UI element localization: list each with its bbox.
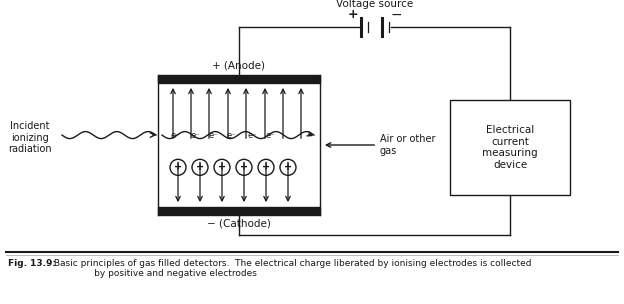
Text: +: + [196, 162, 204, 172]
Text: e⁻: e⁻ [208, 131, 218, 140]
Text: −: − [391, 8, 402, 22]
Text: +: + [347, 9, 358, 22]
Text: e⁻: e⁻ [247, 131, 257, 140]
Text: + (Anode): + (Anode) [213, 61, 265, 71]
Bar [450, 100, 570, 195]
Text: − (Cathode): − (Cathode) [207, 219, 271, 229]
Text: Incident
ionizing
radiation: Incident ionizing radiation [8, 121, 52, 154]
Text: Air or other
gas: Air or other gas [326, 134, 436, 156]
Text: e⁻: e⁻ [265, 131, 275, 140]
Text: e⁻: e⁻ [226, 131, 236, 140]
Text: Fig. 13.9:: Fig. 13.9: [8, 259, 56, 268]
Text: Basic principles of gas filled detectors.  The electrical charge liberated by io: Basic principles of gas filled detectors… [51, 259, 532, 278]
Text: +: + [218, 162, 226, 172]
Text: +: + [284, 162, 292, 172]
Bar [158, 207, 320, 215]
Text: +: + [262, 162, 270, 172]
Text: Voltage source: Voltage source [336, 0, 413, 9]
Bar [158, 75, 320, 83]
Text: e⁻: e⁻ [190, 131, 200, 140]
Text: e⁻: e⁻ [170, 131, 180, 140]
Text: Electrical
current
measuring
device: Electrical current measuring device [482, 125, 538, 170]
Text: +: + [240, 162, 248, 172]
Text: +: + [174, 162, 182, 172]
